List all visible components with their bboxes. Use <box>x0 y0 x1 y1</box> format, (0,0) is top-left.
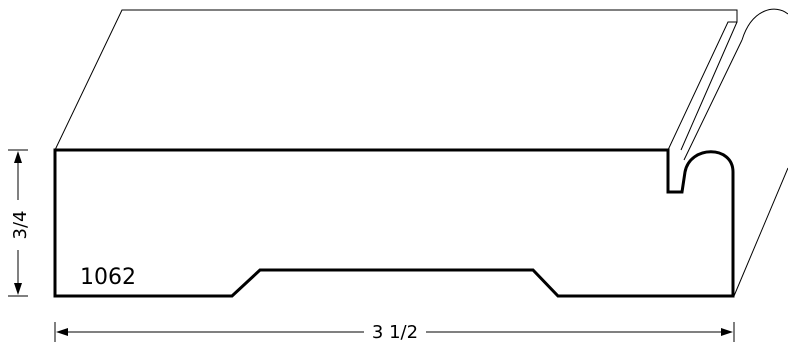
thickness-arrow-bottom <box>14 283 22 295</box>
thickness-arrow-top <box>14 151 22 163</box>
thickness-label: 3/4 <box>10 211 31 240</box>
thickness-dimension: 3/4 <box>8 149 31 297</box>
width-arrow-left <box>56 328 68 336</box>
bead-back-curve <box>741 8 788 41</box>
top-face-outline <box>54 9 738 151</box>
profile-outline <box>53 148 735 298</box>
bead-groove-inner-edge <box>683 39 743 161</box>
width-dimension: 3 1/2 <box>54 322 735 343</box>
width-arrow-right <box>721 328 733 336</box>
width-label: 3 1/2 <box>372 322 418 343</box>
extrusion-lines <box>54 8 788 297</box>
right-face-edge <box>733 167 788 297</box>
bead-groove-left-edge <box>680 21 738 151</box>
part-number-label: 1062 <box>80 265 136 290</box>
